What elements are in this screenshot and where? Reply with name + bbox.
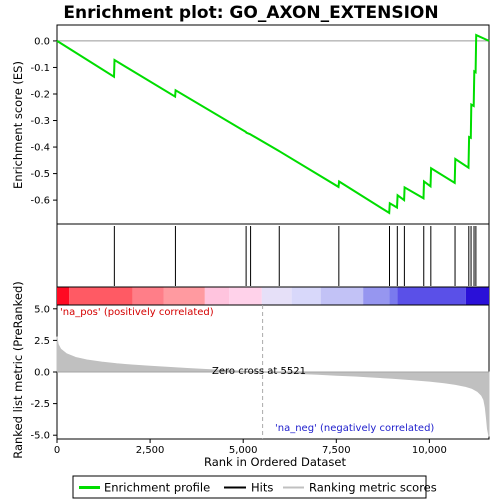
ranking-metric-area [56, 336, 490, 437]
es-y-axis: 0.0 -0.1 -0.2 -0.3 -0.4 -0.5 -0.6 [30, 36, 57, 207]
colorbar-segment [397, 287, 466, 305]
metric-y-axis-label: Ranked list metric (PreRanked) [11, 281, 25, 459]
hit-marks [113, 226, 477, 286]
colorbar-segments [57, 287, 489, 305]
x-axis: 0 2,500 5,000 7,500 10,000 [54, 439, 447, 456]
colorbar-segment [320, 287, 364, 305]
legend-item-enrichment-profile: Enrichment profile [79, 481, 210, 495]
es-panel: 0.0 -0.1 -0.2 -0.3 -0.4 -0.5 -0.6 Enrichment s… [11, 24, 490, 225]
es-panel-frame [56, 24, 490, 225]
zero-cross-label: Zero cross at 5521 [212, 366, 306, 377]
es-y-tick-label: 0.0 [34, 36, 50, 47]
legend-label-hits: Hits [251, 481, 273, 495]
colorbar-segment [57, 287, 70, 305]
colorbar-segment [132, 287, 164, 305]
hits-panel [56, 223, 490, 288]
enrichment-profile-line [56, 33, 490, 215]
colorbar-segment [261, 287, 292, 305]
metric-y-tick-label: 2.5 [34, 336, 50, 347]
x-tick-label: 0 [54, 445, 60, 456]
colorbar-segment [229, 287, 262, 305]
es-y-tick-label: -0.2 [30, 89, 50, 100]
x-axis-label: Rank in Ordered Dataset [204, 455, 347, 469]
es-y-tick-label: -0.1 [30, 63, 50, 74]
metric-y-tick-label: 0.0 [34, 368, 50, 379]
metric-y-tick-label: -5.0 [30, 431, 50, 442]
negative-correlation-label: 'na_neg' (negatively correlated) [275, 423, 434, 434]
x-tick-label: 10,000 [412, 445, 447, 456]
colorbar-segment [69, 287, 133, 305]
es-y-tick-label: -0.5 [30, 169, 50, 180]
legend-item-ranking-metric: Ranking metric scores [283, 481, 437, 495]
rank-colorbar [56, 286, 490, 306]
legend-label-enrichment-profile: Enrichment profile [104, 481, 210, 495]
metric-y-tick-label: 5.0 [34, 304, 50, 315]
x-tick-label: 5,000 [229, 445, 258, 456]
colorbar-segment [204, 287, 230, 305]
metric-panel: 5.0 2.5 0.0 -2.5 -5.0 'na_pos' (positively c… [11, 281, 490, 459]
es-y-tick-label: -0.4 [30, 143, 50, 154]
es-y-axis-label: Enrichment score (ES) [11, 61, 25, 189]
colorbar-segment [163, 287, 205, 305]
colorbar-segment [389, 287, 398, 305]
legend-box [72, 475, 427, 499]
legend-item-hits: Hits [224, 481, 273, 495]
x-tick-label: 2,500 [136, 445, 165, 456]
colorbar-segment [291, 287, 321, 305]
legend: Enrichment profile Hits Ranking metric s… [72, 475, 437, 499]
legend-label-ranking-metric: Ranking metric scores [309, 481, 437, 495]
colorbar-segment [363, 287, 390, 305]
metric-y-tick-label: -2.5 [30, 399, 50, 410]
metric-y-axis: 5.0 2.5 0.0 -2.5 -5.0 [30, 304, 57, 442]
positive-correlation-label: 'na_pos' (positively correlated) [60, 307, 214, 318]
es-y-tick-label: -0.6 [30, 196, 50, 207]
chart-title: Enrichment plot: GO_AXON_EXTENSION [63, 3, 438, 23]
es-y-tick-label: -0.3 [30, 116, 50, 127]
colorbar-segment [465, 287, 489, 305]
x-tick-label: 7,500 [322, 445, 351, 456]
